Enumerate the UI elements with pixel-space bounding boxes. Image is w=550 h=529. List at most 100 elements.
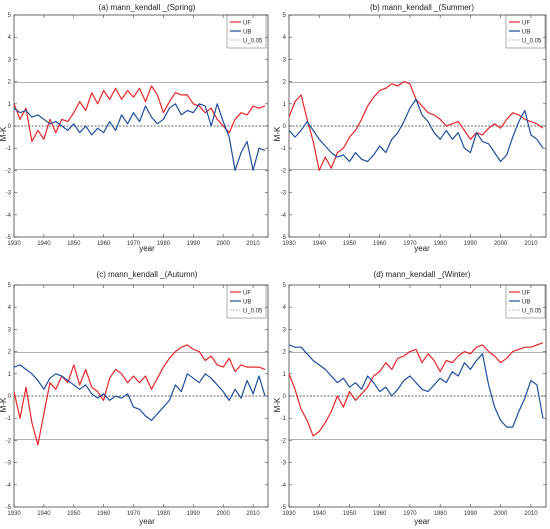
x-axis-label: year bbox=[139, 517, 155, 526]
y-axis-label: M-K bbox=[0, 126, 8, 141]
panel-title: (a) mann_kendall _(Spring) bbox=[99, 3, 196, 12]
x-tick-label: 1990 bbox=[187, 511, 201, 517]
x-tick-label: 1980 bbox=[157, 511, 171, 517]
y-tick-label: 1 bbox=[283, 102, 287, 108]
y-tick-label: -1 bbox=[6, 416, 12, 422]
y-tick-label: 0 bbox=[8, 124, 12, 130]
y-tick-label: 5 bbox=[8, 13, 12, 19]
panel-c-plot: -5 -4 -3 -2 -1 0 1 2 3 4 5 1930 1940 1950 1960 1970 1980… bbox=[6, 283, 269, 517]
panel-b-plot: -5 -4 -3 -2 -1 0 1 2 3 4 5 1930 1940 1950 1960 1970 1980… bbox=[281, 13, 547, 247]
series-line-ub bbox=[14, 103, 266, 171]
y-axis-label: M-K bbox=[273, 397, 282, 412]
y-tick-label: -5 bbox=[6, 235, 12, 241]
y-tick-label: 5 bbox=[283, 13, 287, 19]
series-line-ub bbox=[14, 364, 266, 421]
x-axis-label: year bbox=[414, 244, 430, 253]
panel-d-plot: -5 -4 -3 -2 -1 0 1 2 3 4 5 1930 1940 1950 1960 1970 1980… bbox=[281, 283, 547, 517]
y-tick-label: 3 bbox=[8, 57, 12, 63]
y-tick-label: 2 bbox=[8, 80, 12, 86]
y-tick-label: -2 bbox=[281, 168, 287, 174]
x-tick-label: 1930 bbox=[7, 511, 21, 517]
legend-label-ub: UB bbox=[522, 30, 530, 36]
x-tick-label: 1950 bbox=[67, 511, 81, 517]
legend-label-uf: UF bbox=[522, 21, 530, 27]
x-tick-label: 2010 bbox=[246, 241, 260, 247]
y-tick-label: -5 bbox=[281, 505, 287, 511]
panel-c: (c) mann_kendall _(Autumn) year M-K UF U… bbox=[0, 270, 267, 526]
y-tick-label: 3 bbox=[8, 327, 12, 333]
panel-a: (a) mann_kendall _(Spring) year M-K UF U… bbox=[0, 3, 267, 253]
x-tick-label: 1970 bbox=[403, 241, 417, 247]
x-tick-label: 1980 bbox=[433, 511, 447, 517]
legend: UF UB U_0.05 bbox=[505, 284, 546, 319]
x-tick-label: 2000 bbox=[494, 241, 508, 247]
series-line-uf bbox=[289, 342, 544, 437]
y-tick-label: -1 bbox=[6, 146, 12, 152]
legend-label-uf: UF bbox=[243, 21, 251, 27]
y-tick-label: 0 bbox=[283, 394, 287, 400]
y-tick-label: 1 bbox=[8, 372, 12, 378]
y-tick-label: 0 bbox=[8, 394, 12, 400]
y-tick-label: -1 bbox=[281, 146, 287, 152]
legend: UF UB U_0.05 bbox=[226, 284, 267, 319]
series-line-uf bbox=[14, 344, 266, 446]
y-tick-label: 2 bbox=[283, 80, 287, 86]
x-tick-label: 1990 bbox=[464, 241, 478, 247]
x-tick-label: 1980 bbox=[433, 241, 447, 247]
x-tick-label: 1990 bbox=[464, 511, 478, 517]
y-tick-label: -4 bbox=[6, 213, 12, 219]
x-tick-label: 1930 bbox=[282, 241, 296, 247]
legend: UF UB U_0.05 bbox=[505, 14, 546, 49]
x-tick-label: 2000 bbox=[494, 511, 508, 517]
x-tick-label: 2000 bbox=[216, 241, 230, 247]
panel-d: (d) mann_kendall _(Winter) year M-K UF U… bbox=[273, 270, 546, 526]
y-tick-label: 3 bbox=[283, 327, 287, 333]
x-tick-label: 2010 bbox=[524, 511, 538, 517]
x-tick-label: 2010 bbox=[524, 241, 538, 247]
y-tick-label: -4 bbox=[281, 483, 287, 489]
y-tick-label: 4 bbox=[8, 35, 12, 41]
legend: UF UB U_0.05 bbox=[226, 14, 267, 49]
y-tick-label: 4 bbox=[283, 35, 287, 41]
legend-box bbox=[226, 14, 267, 49]
legend-label-ub: UB bbox=[243, 30, 251, 36]
x-tick-label: 1990 bbox=[187, 241, 201, 247]
y-tick-label: -4 bbox=[281, 213, 287, 219]
x-tick-label: 1980 bbox=[157, 241, 171, 247]
x-axis-label: year bbox=[414, 517, 430, 526]
y-tick-label: -5 bbox=[6, 505, 12, 511]
y-axis-label: M-K bbox=[0, 397, 8, 412]
x-tick-label: 1930 bbox=[282, 511, 296, 517]
y-tick-label: -1 bbox=[281, 416, 287, 422]
y-tick-label: 1 bbox=[8, 102, 12, 108]
legend-label-uf: UF bbox=[522, 291, 530, 297]
x-tick-label: 2000 bbox=[216, 511, 230, 517]
panel-title: (d) mann_kendall _(Winter) bbox=[374, 270, 471, 279]
panel-title: (c) mann_kendall _(Autumn) bbox=[97, 270, 198, 279]
y-tick-label: -3 bbox=[281, 191, 287, 197]
x-tick-label: 1960 bbox=[373, 511, 387, 517]
series-line-ub bbox=[289, 344, 544, 428]
x-tick-label: 2010 bbox=[246, 511, 260, 517]
x-tick-label: 1970 bbox=[127, 511, 141, 517]
y-tick-label: -5 bbox=[281, 235, 287, 241]
y-tick-label: 5 bbox=[283, 283, 287, 289]
x-tick-label: 1930 bbox=[7, 241, 21, 247]
series-line-ub bbox=[289, 98, 544, 163]
y-tick-label: 4 bbox=[283, 305, 287, 311]
x-tick-label: 1940 bbox=[37, 241, 51, 247]
x-tick-label: 1960 bbox=[97, 511, 111, 517]
x-axis-label: year bbox=[139, 244, 155, 253]
y-tick-label: -2 bbox=[281, 438, 287, 444]
x-tick-label: 1970 bbox=[127, 241, 141, 247]
y-tick-label: 1 bbox=[283, 372, 287, 378]
x-tick-label: 1950 bbox=[343, 511, 357, 517]
y-tick-label: -2 bbox=[6, 438, 12, 444]
y-tick-label: 5 bbox=[8, 283, 12, 289]
x-tick-label: 1950 bbox=[67, 241, 81, 247]
y-tick-label: 2 bbox=[283, 350, 287, 356]
y-axis-label: M-K bbox=[273, 126, 282, 141]
legend-label-ub: UB bbox=[522, 300, 530, 306]
y-tick-label: 0 bbox=[283, 124, 287, 130]
